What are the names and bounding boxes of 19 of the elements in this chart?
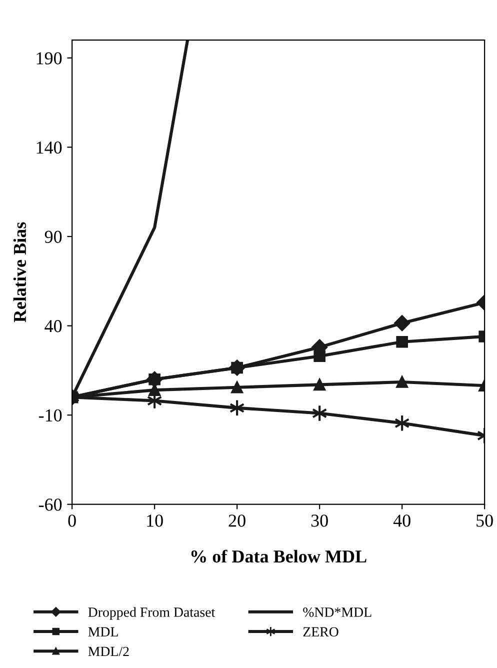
x-tick-label: 10 xyxy=(147,514,163,527)
x-tick-label: 30 xyxy=(311,514,328,527)
x-tick-label: 20 xyxy=(228,514,246,527)
legend-label: MDL/2 xyxy=(88,646,129,656)
y-tick-label: -10 xyxy=(38,409,62,422)
legend-label: MDL xyxy=(88,627,118,636)
legend-label: %ND*MDL xyxy=(303,608,372,617)
legend-label: ZERO xyxy=(303,627,338,637)
legend-label: Dropped From Dataset xyxy=(88,607,216,620)
y-tick-label: 40 xyxy=(44,320,62,332)
y-tick-label: 190 xyxy=(36,52,62,64)
y-axis-title: Relative Bias xyxy=(13,222,26,322)
x-tick-label: 50 xyxy=(476,514,493,527)
y-tick-label: 90 xyxy=(44,230,62,243)
y-tick-label: -60 xyxy=(38,498,62,511)
y-tick-label: 140 xyxy=(36,141,62,154)
x-axis-title: % of Data Below MDL xyxy=(191,550,366,563)
x-tick-label: 40 xyxy=(393,514,410,527)
x-tick-label: 0 xyxy=(68,514,76,527)
